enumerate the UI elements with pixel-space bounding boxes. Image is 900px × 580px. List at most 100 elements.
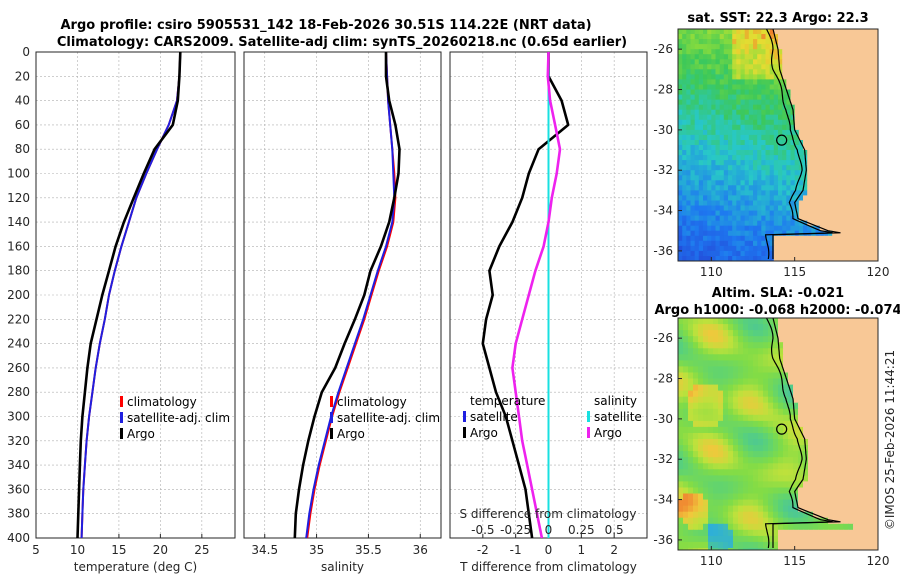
map-cell (753, 160, 758, 166)
map-cell (703, 84, 708, 91)
s-tick-label: -0.5 (471, 523, 494, 537)
map-cell (844, 180, 850, 186)
map-cell (794, 89, 800, 96)
map-cell (878, 318, 884, 325)
map-cell (833, 481, 839, 489)
map-cell (853, 74, 858, 80)
map-cell (748, 445, 754, 452)
map-cell (713, 342, 719, 349)
y-tick-label: 20 (15, 69, 30, 83)
map-cell (688, 475, 694, 483)
map-cell (815, 34, 821, 40)
map-cell (719, 235, 725, 242)
map-cell (873, 433, 878, 440)
map-cell (798, 384, 804, 392)
map-cell (808, 493, 814, 501)
map-cell (768, 535, 774, 543)
map-cell (753, 240, 758, 247)
map-cell (753, 215, 758, 222)
map-cell (833, 336, 839, 343)
map-cell (736, 180, 742, 186)
map-cell (769, 185, 775, 191)
map-cell (688, 505, 694, 513)
map-cell (769, 225, 775, 232)
map-cell (743, 505, 749, 513)
map-cell (811, 129, 817, 136)
map-cell (718, 348, 724, 355)
map-cell (869, 230, 875, 237)
map-cell (798, 225, 804, 232)
map-cell (733, 451, 739, 458)
map-cell (711, 54, 717, 60)
map-cell (740, 89, 746, 96)
map-cell (690, 39, 696, 45)
map-cell (865, 104, 871, 111)
s-difference-ticks: -0.5 -0.25 0 0.25 0.5 (471, 523, 624, 537)
map-cell (819, 140, 825, 146)
map-cell (798, 64, 804, 70)
map-cell (769, 145, 775, 151)
map-cell (728, 457, 734, 464)
map-cell (688, 445, 694, 452)
map-cell (733, 390, 739, 398)
map-cell (748, 49, 754, 55)
map-cell (736, 145, 742, 151)
map-cell (786, 59, 792, 65)
map-cell (711, 109, 717, 116)
map-cell (807, 256, 812, 261)
map-cell (836, 94, 842, 101)
map-cell (686, 185, 692, 191)
map-cell (786, 34, 792, 40)
map-cell (694, 140, 700, 146)
map-cell (840, 256, 846, 261)
map-cell (819, 190, 825, 196)
map-cell (873, 155, 878, 161)
map-cell (748, 69, 754, 75)
map-cell (753, 34, 758, 40)
map-cell (773, 215, 779, 222)
map-cell (703, 170, 708, 176)
map-cell (832, 54, 837, 60)
map-cell (865, 195, 871, 201)
map-cell (865, 84, 871, 91)
map-cell (843, 529, 849, 537)
map-cell (723, 155, 729, 161)
map-cell (765, 145, 771, 151)
map-cell (798, 445, 804, 452)
map-cell (686, 119, 692, 126)
map-cell (728, 109, 733, 116)
map-cell (798, 114, 804, 121)
map-cell (857, 220, 862, 227)
map-cell (858, 433, 864, 440)
map-cell (868, 342, 874, 349)
map-cell (778, 230, 783, 237)
map-cell (786, 99, 792, 106)
y-tick-label: 140 (7, 215, 30, 229)
map-cell (773, 529, 779, 537)
map-cell (823, 505, 829, 513)
map-cell (788, 529, 794, 537)
map-cell (840, 195, 846, 201)
map-cell (794, 74, 800, 80)
y-tick-label: 40 (15, 94, 30, 108)
map-cell (869, 59, 875, 65)
map-cell (728, 225, 733, 232)
map-cell (682, 150, 687, 156)
map-cell (828, 439, 834, 446)
map-cell (861, 220, 867, 227)
map-cell (828, 348, 834, 355)
map-cell (844, 245, 850, 252)
map-cell (723, 433, 729, 440)
map-cell (761, 185, 767, 191)
map-cell (813, 463, 819, 470)
map-cell (790, 205, 796, 212)
map-cell (686, 99, 692, 106)
map-cell (763, 348, 769, 355)
map-cell (794, 69, 800, 75)
map-cell (753, 529, 759, 537)
map-cell (848, 318, 854, 325)
sla-map-title: Altim. SLA: -0.021 (712, 286, 844, 301)
map-cell (836, 261, 841, 267)
map-cell (757, 124, 762, 131)
map-cell (853, 420, 859, 428)
